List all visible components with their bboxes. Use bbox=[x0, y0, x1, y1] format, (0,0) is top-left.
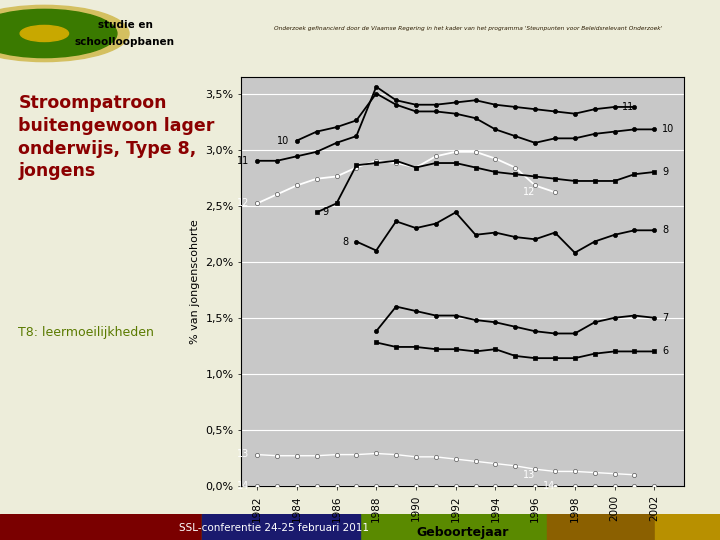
Bar bbox=[202, 514, 360, 540]
Text: 9: 9 bbox=[323, 207, 328, 218]
Text: studie en: studie en bbox=[97, 21, 153, 30]
Circle shape bbox=[0, 9, 117, 58]
Bar bbox=[547, 514, 655, 540]
Text: T8: leermoeilijkheden: T8: leermoeilijkheden bbox=[19, 326, 154, 339]
Text: 12: 12 bbox=[237, 198, 249, 208]
Text: schoolloopbanen: schoolloopbanen bbox=[75, 37, 175, 46]
Bar bbox=[655, 514, 720, 540]
Circle shape bbox=[0, 5, 129, 62]
X-axis label: Geboortejaar: Geboortejaar bbox=[416, 526, 509, 539]
Text: 8: 8 bbox=[662, 225, 668, 235]
Text: 14: 14 bbox=[237, 481, 249, 491]
Text: 12: 12 bbox=[523, 187, 536, 197]
Text: 14: 14 bbox=[543, 481, 555, 491]
Text: 10: 10 bbox=[276, 136, 289, 146]
Y-axis label: % van jongenscohorte: % van jongenscohorte bbox=[190, 219, 199, 344]
Text: Onderzoek gefinancierd door de Vlaamse Regering in het kader van het programma ': Onderzoek gefinancierd door de Vlaamse R… bbox=[274, 26, 662, 31]
Text: 11: 11 bbox=[623, 102, 635, 112]
Text: SSL-conferentie 24-25 februari 2011: SSL-conferentie 24-25 februari 2011 bbox=[179, 523, 369, 534]
Text: 9: 9 bbox=[662, 167, 668, 177]
Text: 6: 6 bbox=[662, 347, 668, 356]
Text: Stroompatroon
buitengewoon lager
onderwijs, Type 8,
jongens: Stroompatroon buitengewoon lager onderwi… bbox=[19, 94, 215, 180]
Text: 13: 13 bbox=[523, 470, 536, 480]
Text: 10: 10 bbox=[662, 124, 675, 134]
Text: 7: 7 bbox=[662, 313, 668, 323]
Text: 11: 11 bbox=[237, 156, 249, 166]
Circle shape bbox=[20, 25, 68, 42]
Text: 8: 8 bbox=[342, 237, 348, 247]
Text: 13: 13 bbox=[237, 449, 249, 459]
Bar bbox=[202, 514, 547, 540]
Bar bbox=[0, 514, 202, 540]
